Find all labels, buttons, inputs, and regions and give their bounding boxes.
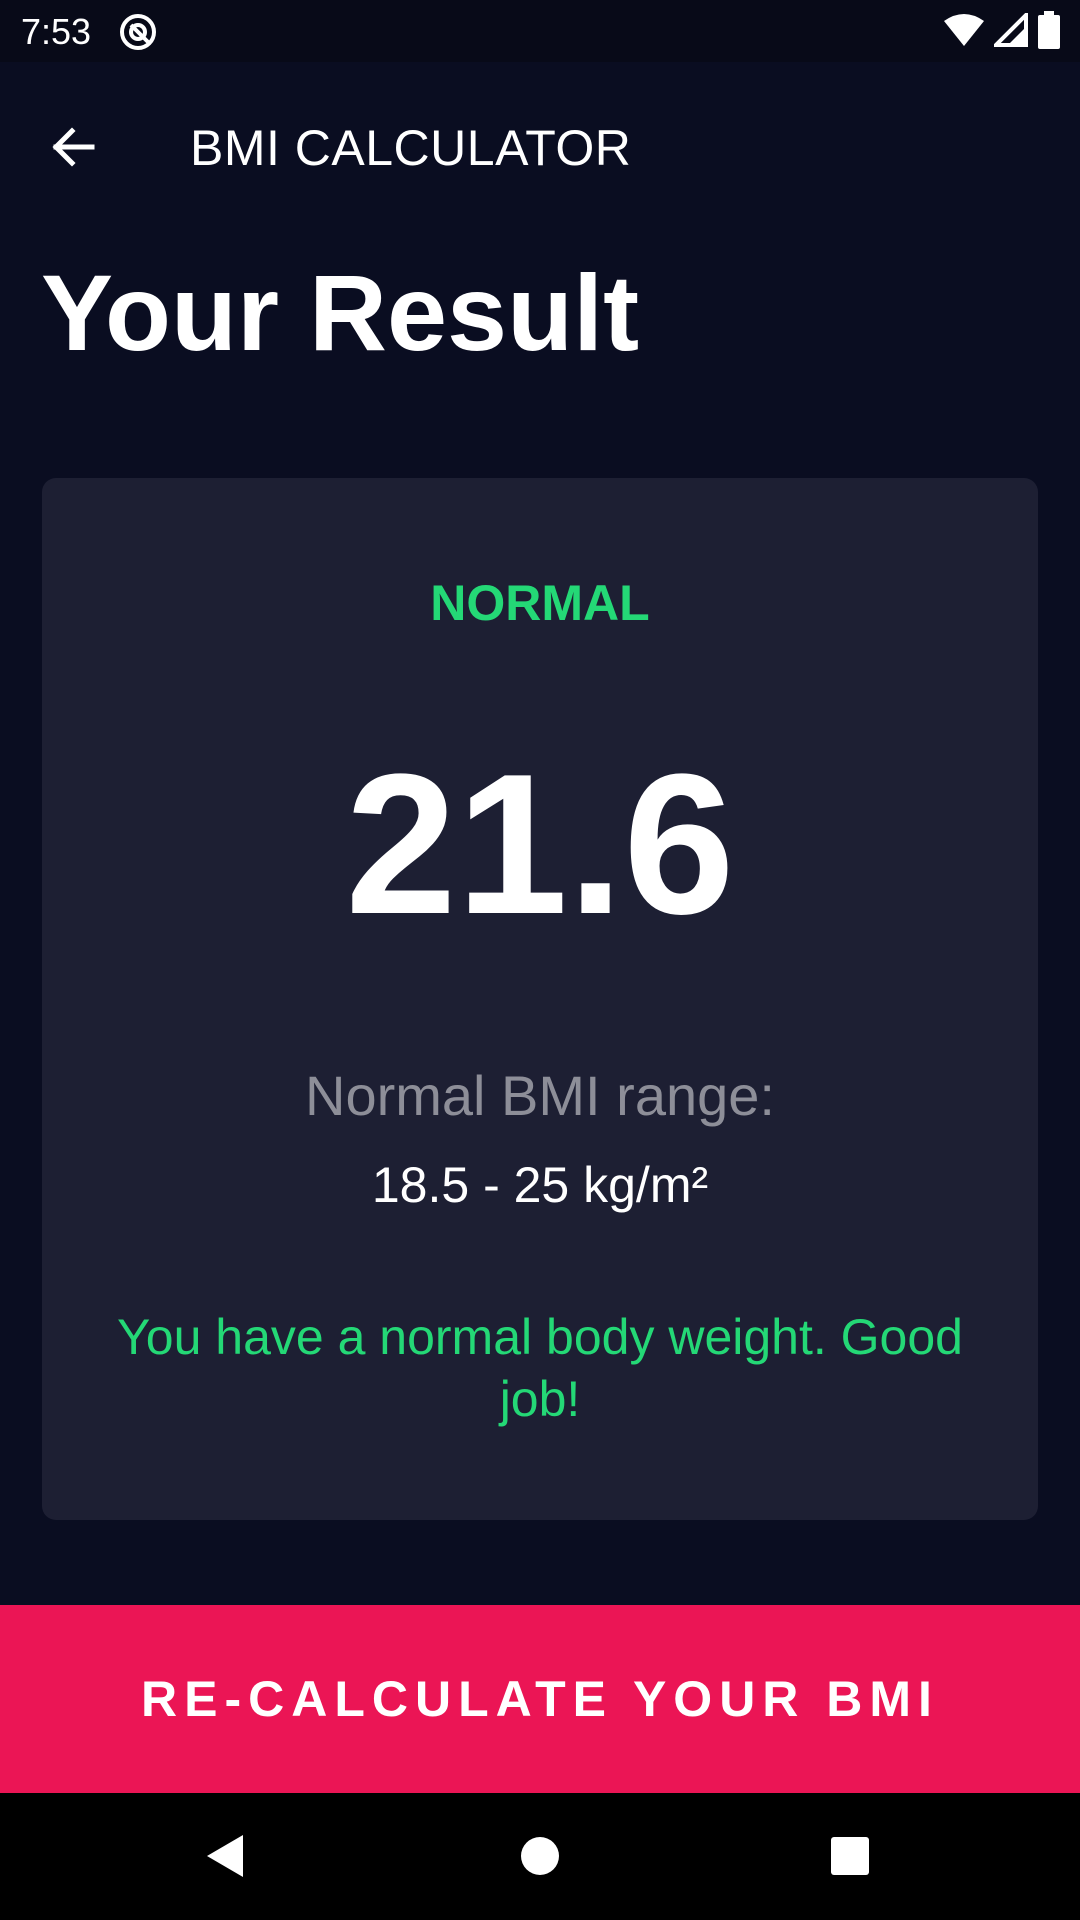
nav-home-button[interactable] [505,1823,575,1893]
bmi-value: 21.6 [345,733,735,956]
battery-icon [1038,10,1060,54]
result-card [42,478,1038,1520]
status-time: 7:53 [21,11,92,52]
page-title: Your Result [41,252,640,373]
signal-icon [991,9,1028,52]
nav-recents-button[interactable] [815,1823,885,1893]
app-notification-icon [118,12,158,52]
recalculate-button[interactable]: RE-CALCULATE YOUR BMI [0,1605,1080,1793]
app-bar: BMI CALCULATOR [0,62,1080,212]
nav-back-button[interactable] [190,1823,260,1893]
result-status: NORMAL [430,575,650,631]
system-nav-bar [0,1793,1080,1920]
back-triangle-icon [203,1831,247,1886]
range-label: Normal BMI range: [305,1064,775,1127]
status-bar: 7:53 [0,0,1080,62]
status-icons [944,9,1060,54]
back-button[interactable] [28,104,118,194]
home-circle-icon [518,1834,562,1883]
arrow-back-icon [48,122,98,177]
interpretation-text: You have a normal body weight. Good job! [117,1309,963,1427]
wifi-icon [944,13,984,52]
range-value: 18.5 - 25 kg/m² [371,1157,709,1213]
recalculate-label: RE-CALCULATE YOUR BMI [141,1671,939,1727]
app-title: BMI CALCULATOR [190,120,632,176]
recents-square-icon [829,1835,871,1882]
